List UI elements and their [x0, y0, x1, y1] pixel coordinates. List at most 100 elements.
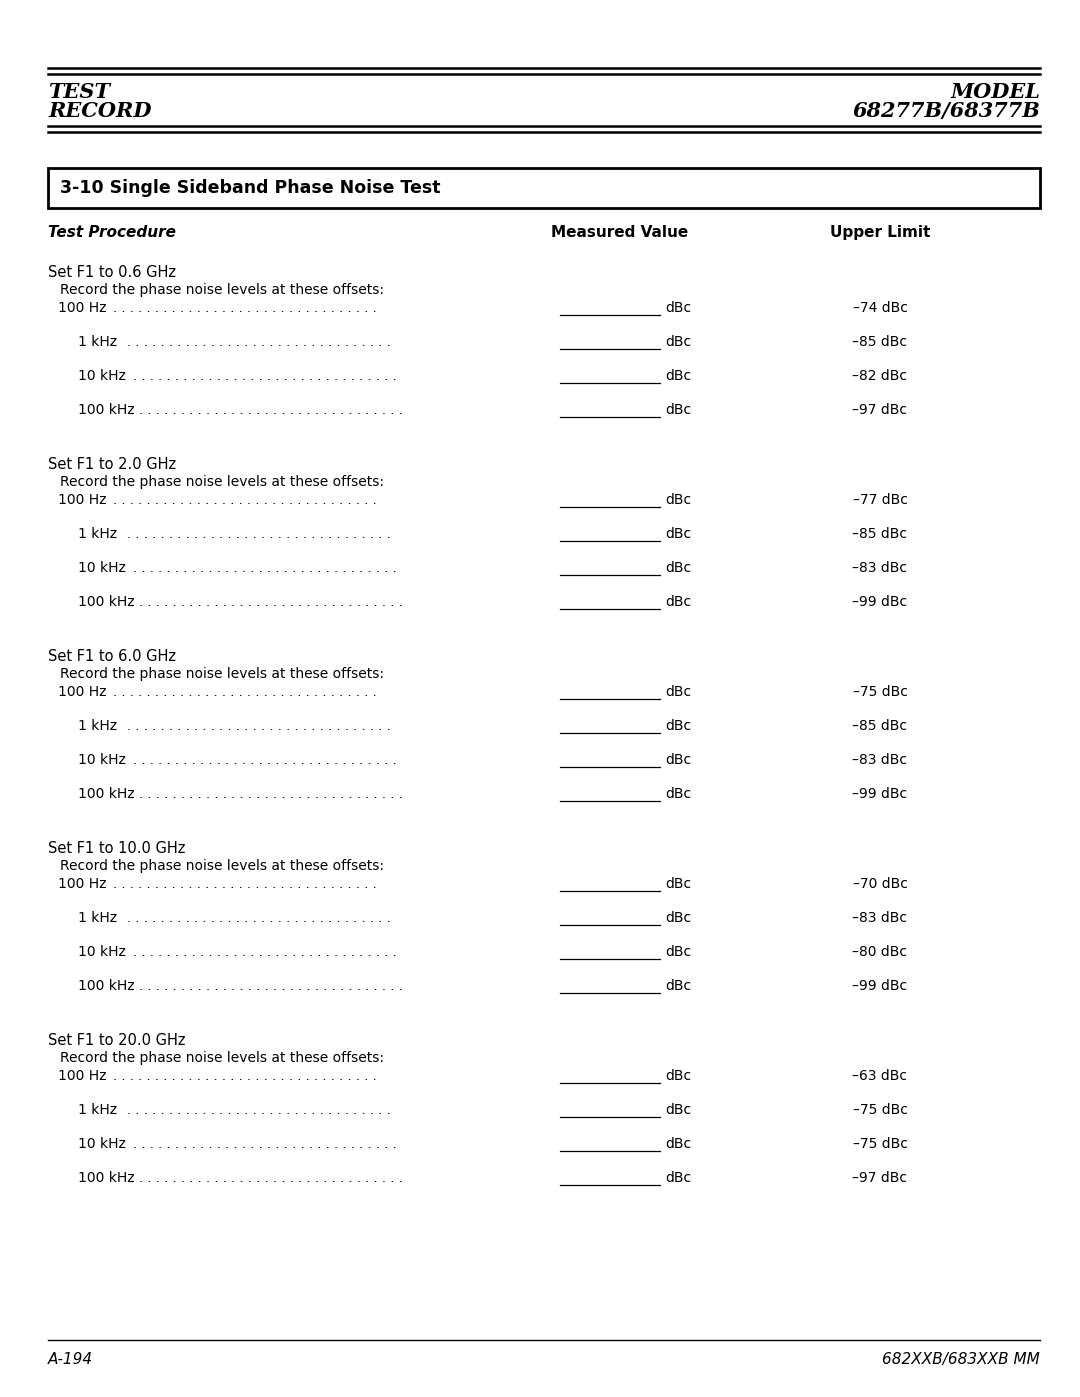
- Bar: [48, 168, 1040, 208]
- Text: Set F1 to 6.0 GHz: Set F1 to 6.0 GHz: [48, 650, 176, 664]
- Text: dBc: dBc: [665, 979, 691, 993]
- Text: –63 dBc: –63 dBc: [852, 1069, 907, 1083]
- Text: 100 Hz: 100 Hz: [58, 300, 107, 314]
- Text: 10 kHz: 10 kHz: [78, 753, 126, 767]
- Text: dBc: dBc: [665, 369, 691, 383]
- Text: 100 Hz: 100 Hz: [58, 685, 107, 698]
- Text: 10 kHz: 10 kHz: [78, 1137, 126, 1151]
- Text: . . . . . . . . . . . . . . . . . . . . . . . . . . . . . . . .: . . . . . . . . . . . . . . . . . . . . …: [113, 686, 377, 698]
- Text: dBc: dBc: [665, 1137, 691, 1151]
- Text: dBc: dBc: [665, 527, 691, 541]
- Text: 68277B/68377B: 68277B/68377B: [852, 101, 1040, 122]
- Text: –85 dBc: –85 dBc: [852, 335, 907, 349]
- Text: 100 kHz: 100 kHz: [78, 1171, 135, 1185]
- Text: 1 kHz: 1 kHz: [78, 527, 117, 541]
- Text: . . . . . . . . . . . . . . . . . . . . . . . . . . . . . . . .: . . . . . . . . . . . . . . . . . . . . …: [139, 597, 403, 609]
- Text: –80 dBc: –80 dBc: [852, 944, 907, 958]
- Text: dBc: dBc: [665, 685, 691, 698]
- Text: A-194: A-194: [48, 1352, 93, 1368]
- Text: dBc: dBc: [665, 944, 691, 958]
- Text: Set F1 to 10.0 GHz: Set F1 to 10.0 GHz: [48, 841, 186, 856]
- Text: Record the phase noise levels at these offsets:: Record the phase noise levels at these o…: [60, 475, 384, 489]
- Text: dBc: dBc: [665, 1171, 691, 1185]
- Text: –85 dBc: –85 dBc: [852, 719, 907, 733]
- Text: dBc: dBc: [665, 753, 691, 767]
- Text: dBc: dBc: [665, 877, 691, 891]
- Text: 100 Hz: 100 Hz: [58, 493, 107, 507]
- Text: dBc: dBc: [665, 1069, 691, 1083]
- Text: –83 dBc: –83 dBc: [852, 562, 907, 576]
- Text: 100 kHz: 100 kHz: [78, 979, 135, 993]
- Text: Record the phase noise levels at these offsets:: Record the phase noise levels at these o…: [60, 666, 384, 680]
- Text: Record the phase noise levels at these offsets:: Record the phase noise levels at these o…: [60, 284, 384, 298]
- Text: Upper Limit: Upper Limit: [829, 225, 930, 240]
- Text: 100 kHz: 100 kHz: [78, 595, 135, 609]
- Text: . . . . . . . . . . . . . . . . . . . . . . . . . . . . . . . .: . . . . . . . . . . . . . . . . . . . . …: [127, 912, 391, 925]
- Text: . . . . . . . . . . . . . . . . . . . . . . . . . . . . . . . .: . . . . . . . . . . . . . . . . . . . . …: [127, 719, 391, 733]
- Text: Set F1 to 2.0 GHz: Set F1 to 2.0 GHz: [48, 457, 176, 472]
- Text: Set F1 to 20.0 GHz: Set F1 to 20.0 GHz: [48, 1032, 186, 1048]
- Text: dBc: dBc: [665, 562, 691, 576]
- Text: dBc: dBc: [665, 911, 691, 925]
- Text: –97 dBc: –97 dBc: [852, 402, 907, 416]
- Text: . . . . . . . . . . . . . . . . . . . . . . . . . . . . . . . .: . . . . . . . . . . . . . . . . . . . . …: [133, 562, 397, 576]
- Text: dBc: dBc: [665, 719, 691, 733]
- Text: –77 dBc: –77 dBc: [852, 493, 907, 507]
- Text: 1 kHz: 1 kHz: [78, 911, 117, 925]
- Text: 1 kHz: 1 kHz: [78, 335, 117, 349]
- Text: –70 dBc: –70 dBc: [852, 877, 907, 891]
- Text: Test Procedure: Test Procedure: [48, 225, 176, 240]
- Text: . . . . . . . . . . . . . . . . . . . . . . . . . . . . . . . .: . . . . . . . . . . . . . . . . . . . . …: [139, 788, 403, 800]
- Text: –99 dBc: –99 dBc: [852, 787, 907, 800]
- Text: dBc: dBc: [665, 595, 691, 609]
- Text: MODEL: MODEL: [950, 82, 1040, 102]
- Text: . . . . . . . . . . . . . . . . . . . . . . . . . . . . . . . .: . . . . . . . . . . . . . . . . . . . . …: [127, 337, 391, 349]
- Text: . . . . . . . . . . . . . . . . . . . . . . . . . . . . . . . .: . . . . . . . . . . . . . . . . . . . . …: [133, 946, 397, 958]
- Text: . . . . . . . . . . . . . . . . . . . . . . . . . . . . . . . .: . . . . . . . . . . . . . . . . . . . . …: [133, 1139, 397, 1151]
- Text: –82 dBc: –82 dBc: [852, 369, 907, 383]
- Text: . . . . . . . . . . . . . . . . . . . . . . . . . . . . . . . .: . . . . . . . . . . . . . . . . . . . . …: [133, 370, 397, 383]
- Text: Record the phase noise levels at these offsets:: Record the phase noise levels at these o…: [60, 859, 384, 873]
- Text: Set F1 to 0.6 GHz: Set F1 to 0.6 GHz: [48, 265, 176, 279]
- Text: 1 kHz: 1 kHz: [78, 1104, 117, 1118]
- Text: dBc: dBc: [665, 1104, 691, 1118]
- Text: Measured Value: Measured Value: [552, 225, 689, 240]
- Text: . . . . . . . . . . . . . . . . . . . . . . . . . . . . . . . .: . . . . . . . . . . . . . . . . . . . . …: [139, 404, 403, 416]
- Text: –75 dBc: –75 dBc: [852, 1104, 907, 1118]
- Text: dBc: dBc: [665, 402, 691, 416]
- Text: –83 dBc: –83 dBc: [852, 911, 907, 925]
- Text: . . . . . . . . . . . . . . . . . . . . . . . . . . . . . . . .: . . . . . . . . . . . . . . . . . . . . …: [127, 1104, 391, 1118]
- Text: dBc: dBc: [665, 335, 691, 349]
- Text: dBc: dBc: [665, 300, 691, 314]
- Text: RECORD: RECORD: [48, 101, 151, 122]
- Text: –85 dBc: –85 dBc: [852, 527, 907, 541]
- Text: –75 dBc: –75 dBc: [852, 1137, 907, 1151]
- Text: . . . . . . . . . . . . . . . . . . . . . . . . . . . . . . . .: . . . . . . . . . . . . . . . . . . . . …: [139, 1172, 403, 1185]
- Text: 10 kHz: 10 kHz: [78, 944, 126, 958]
- Text: . . . . . . . . . . . . . . . . . . . . . . . . . . . . . . . .: . . . . . . . . . . . . . . . . . . . . …: [113, 302, 377, 314]
- Text: 100 kHz: 100 kHz: [78, 787, 135, 800]
- Text: 10 kHz: 10 kHz: [78, 562, 126, 576]
- Text: dBc: dBc: [665, 493, 691, 507]
- Text: . . . . . . . . . . . . . . . . . . . . . . . . . . . . . . . .: . . . . . . . . . . . . . . . . . . . . …: [127, 528, 391, 541]
- Text: 10 kHz: 10 kHz: [78, 369, 126, 383]
- Text: . . . . . . . . . . . . . . . . . . . . . . . . . . . . . . . .: . . . . . . . . . . . . . . . . . . . . …: [113, 495, 377, 507]
- Text: . . . . . . . . . . . . . . . . . . . . . . . . . . . . . . . .: . . . . . . . . . . . . . . . . . . . . …: [113, 877, 377, 891]
- Text: TEST: TEST: [48, 82, 110, 102]
- Text: 100 kHz: 100 kHz: [78, 402, 135, 416]
- Text: –75 dBc: –75 dBc: [852, 685, 907, 698]
- Text: –99 dBc: –99 dBc: [852, 595, 907, 609]
- Text: –97 dBc: –97 dBc: [852, 1171, 907, 1185]
- Text: 100 Hz: 100 Hz: [58, 877, 107, 891]
- Text: . . . . . . . . . . . . . . . . . . . . . . . . . . . . . . . .: . . . . . . . . . . . . . . . . . . . . …: [139, 981, 403, 993]
- Text: 682XXB/683XXB MM: 682XXB/683XXB MM: [882, 1352, 1040, 1368]
- Text: –74 dBc: –74 dBc: [852, 300, 907, 314]
- Text: –99 dBc: –99 dBc: [852, 979, 907, 993]
- Text: . . . . . . . . . . . . . . . . . . . . . . . . . . . . . . . .: . . . . . . . . . . . . . . . . . . . . …: [133, 754, 397, 767]
- Text: 3-10 Single Sideband Phase Noise Test: 3-10 Single Sideband Phase Noise Test: [60, 179, 441, 197]
- Text: Record the phase noise levels at these offsets:: Record the phase noise levels at these o…: [60, 1051, 384, 1065]
- Text: dBc: dBc: [665, 787, 691, 800]
- Text: –83 dBc: –83 dBc: [852, 753, 907, 767]
- Text: 1 kHz: 1 kHz: [78, 719, 117, 733]
- Text: . . . . . . . . . . . . . . . . . . . . . . . . . . . . . . . .: . . . . . . . . . . . . . . . . . . . . …: [113, 1070, 377, 1083]
